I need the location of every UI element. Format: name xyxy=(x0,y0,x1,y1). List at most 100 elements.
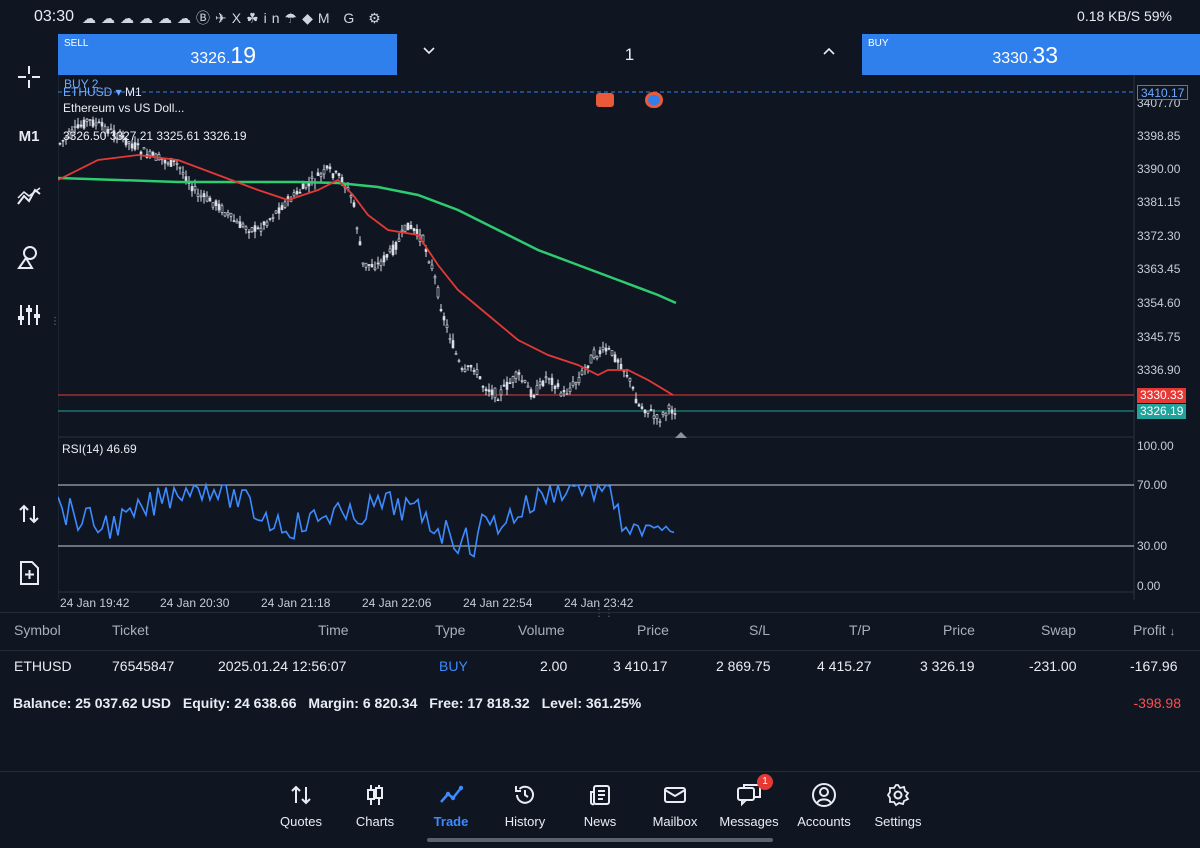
nav-messages[interactable]: 1 Messages xyxy=(709,772,789,829)
col-sl[interactable]: S/L xyxy=(749,622,771,638)
nav-news[interactable]: News xyxy=(560,772,640,829)
col-tp[interactable]: T/P xyxy=(849,622,871,638)
candle-body xyxy=(511,376,515,383)
candle-body xyxy=(463,368,467,372)
candle-body xyxy=(64,137,68,140)
candle-body xyxy=(508,382,512,385)
drag-handle-icon[interactable]: ⋮ xyxy=(50,316,60,327)
buy-button[interactable]: BUY 3330.33 xyxy=(862,34,1200,75)
nav-label: Charts xyxy=(355,814,395,829)
nav-trade[interactable]: Trade xyxy=(411,772,491,829)
candle-body xyxy=(283,201,287,208)
nav-label: News xyxy=(583,814,617,829)
settings-sliders-icon[interactable] xyxy=(0,302,58,334)
candle-body xyxy=(355,227,359,230)
chart-canvas[interactable] xyxy=(58,75,1200,600)
candle-body xyxy=(436,287,440,298)
nav-settings[interactable]: Settings xyxy=(858,772,938,829)
candle-body xyxy=(631,386,635,389)
nav-label: Accounts xyxy=(797,814,851,829)
price-chart[interactable]: BUY 2 ETHUSD ▾ M1 Ethereum vs US Doll...… xyxy=(58,75,1200,610)
cell-ticket: 76545847 xyxy=(112,658,175,674)
bottom-nav: Quotes Charts Trade History News Mailbox… xyxy=(0,771,1200,848)
candle-body xyxy=(424,248,428,252)
candle-body xyxy=(241,223,245,227)
candle-body xyxy=(535,385,539,395)
candle-body xyxy=(538,381,542,386)
system-status: 0.18 KB/S 59% xyxy=(1077,8,1172,24)
nav-accounts[interactable]: Accounts xyxy=(784,772,864,829)
candle-body xyxy=(259,227,263,232)
candle-body xyxy=(400,229,404,232)
col-ticket[interactable]: Ticket xyxy=(112,622,149,638)
chevron-down-icon[interactable] xyxy=(422,43,436,60)
crosshair-icon[interactable] xyxy=(0,64,58,96)
y-tick: 3336.90 xyxy=(1137,363,1181,377)
nav-charts[interactable]: Charts xyxy=(335,772,415,829)
candle-body xyxy=(85,118,89,122)
y-tick: 3381.15 xyxy=(1137,195,1181,209)
candle-body xyxy=(118,131,122,138)
nav-label: History xyxy=(504,814,546,829)
nav-history[interactable]: History xyxy=(485,772,565,829)
candle-body xyxy=(100,122,104,127)
col-price[interactable]: Price xyxy=(637,622,669,638)
col-time[interactable]: Time xyxy=(318,622,349,638)
candle-body xyxy=(439,308,443,312)
timeframe-button[interactable]: M1 xyxy=(18,128,40,145)
chevron-up-icon[interactable] xyxy=(822,43,836,60)
candle-body xyxy=(514,371,518,379)
clock-marker-icon[interactable] xyxy=(645,92,663,108)
one-click-trade-icon[interactable] xyxy=(0,502,58,532)
col-type[interactable]: Type xyxy=(435,622,466,638)
symbol-label[interactable]: ETHUSD ▾ M1 xyxy=(63,85,142,99)
cell-current-price: 3 326.19 xyxy=(920,658,975,674)
candle-body xyxy=(217,203,221,211)
panel-drag-handle-icon[interactable]: ⋮⋮ xyxy=(594,608,614,619)
candle-body xyxy=(442,316,446,321)
sell-button[interactable]: SELL 3326.19 xyxy=(58,34,397,75)
candle-body xyxy=(151,152,155,156)
col-symbol[interactable]: Symbol xyxy=(14,622,61,638)
candle-body xyxy=(541,380,545,387)
candle-body xyxy=(58,142,62,145)
col-current-price[interactable]: Price xyxy=(943,622,975,638)
candle-body xyxy=(481,386,485,388)
objects-icon[interactable] xyxy=(0,244,58,276)
col-swap[interactable]: Swap xyxy=(1041,622,1077,638)
candle-body xyxy=(139,151,143,155)
candle-body xyxy=(205,195,209,202)
col-volume[interactable]: Volume xyxy=(518,622,565,638)
candle-body xyxy=(667,404,671,409)
x-tick: 24 Jan 22:06 xyxy=(362,596,432,610)
candle-body xyxy=(265,221,269,226)
candle-body xyxy=(196,193,200,197)
candle-body xyxy=(673,413,677,415)
candle-body xyxy=(619,363,623,370)
candle-body xyxy=(163,159,167,164)
indicators-icon[interactable] xyxy=(0,184,58,216)
new-order-icon[interactable] xyxy=(0,560,58,592)
candle-body xyxy=(181,172,185,175)
col-profit[interactable]: Profit ↓ xyxy=(1133,622,1176,638)
candle-body xyxy=(247,231,251,233)
trade-marker-icon[interactable] xyxy=(596,93,614,107)
candle-body xyxy=(445,324,449,328)
rsi-label: RSI(14) 46.69 xyxy=(62,442,137,456)
candle-body xyxy=(280,205,284,210)
candle-body xyxy=(556,383,560,388)
candle-body xyxy=(88,119,92,121)
candle-body xyxy=(226,212,230,216)
candle-body xyxy=(220,205,224,213)
candle-body xyxy=(490,389,494,396)
nav-mailbox[interactable]: Mailbox xyxy=(635,772,715,829)
candle-body xyxy=(274,210,278,214)
nav-quotes[interactable]: Quotes xyxy=(261,772,341,829)
candle-body xyxy=(640,406,644,409)
ask-price-tag: 3330.33 xyxy=(1137,388,1187,403)
sell-price: 3326.19 xyxy=(190,42,256,68)
candle-body xyxy=(394,242,398,250)
volume-value[interactable]: 1 xyxy=(624,45,635,64)
candle-body xyxy=(253,225,257,232)
position-label: BUY 2 xyxy=(64,77,99,91)
